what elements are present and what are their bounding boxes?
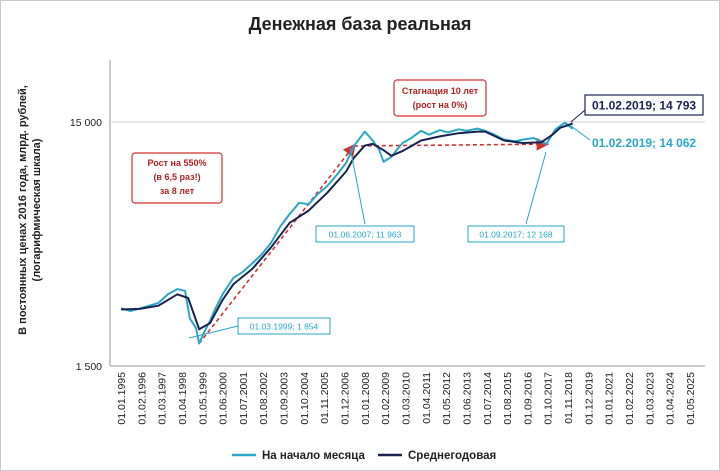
callout-2019-average-text: 01.02.2019; 14 793 xyxy=(592,99,696,113)
x-tick-label: 01.01.2008 xyxy=(360,372,372,425)
x-tick-label: 01.11.2018 xyxy=(563,372,575,424)
x-tick-label: 01.11.2005 xyxy=(319,372,331,424)
callout-2007-box xyxy=(315,225,415,243)
annotation-growth-line-2: (в 6,5 раз!) xyxy=(153,172,200,182)
x-tick-label: 01.01.2021 xyxy=(604,372,616,425)
x-tick-label: 01.04.2024 xyxy=(665,372,677,425)
annotation-growth-line-1: Рост на 550% xyxy=(147,158,206,168)
annotation-stagnation-box xyxy=(393,79,487,117)
x-tick-label: 01.03.2023 xyxy=(644,372,656,425)
y-tick-label: 15 000 xyxy=(70,117,102,129)
chart-title: Денежная база реальная xyxy=(249,14,472,34)
x-tick-label: 01.04.1998 xyxy=(177,372,189,425)
x-tick-label: 01.04.2011 xyxy=(421,372,433,424)
y-tick-label: 1 500 xyxy=(76,361,102,373)
callout-1999-leader xyxy=(188,325,239,339)
x-ticks: 01.01.1995 01.02.1996 01.03.1997 01.04.1998… xyxy=(116,372,697,425)
y-axis-label-line-1: В постоянных ценах 2016 года, млрд. рубл… xyxy=(17,85,29,335)
x-tick-label: 01.07.2001 xyxy=(238,372,250,425)
y-ticks: 1 500 15 000 xyxy=(70,117,102,373)
callout-2017-text: 01.09.2017; 12 168 xyxy=(479,230,553,240)
legend-label-monthly: На начало месяца xyxy=(262,450,365,462)
annotation-growth-line-3: за 8 лет xyxy=(160,186,195,196)
y-axis-label-group: В постоянных ценах 2016 года, млрд. рубл… xyxy=(17,85,43,335)
x-tick-label: 01.12.2006 xyxy=(340,372,352,425)
x-tick-label: 01.02.1996 xyxy=(136,372,148,425)
x-tick-label: 01.08.2002 xyxy=(258,372,270,425)
callout-2007-leader xyxy=(349,146,366,225)
annotation-stagnation-line-2: (рост на 0%) xyxy=(413,100,468,110)
annotation-stagnation-line-1: Стагнация 10 лет xyxy=(402,86,479,96)
callout-1999-box xyxy=(237,317,331,335)
callout-2019-monthly-leader xyxy=(570,125,591,141)
callout-2019-average-box xyxy=(584,94,704,116)
callout-2007: 01.06.2007; 11 963 xyxy=(315,146,415,243)
callout-2019-average-leader xyxy=(570,109,586,123)
annotation-growth: Рост на 550% (в 6,5 раз!) за 8 лет xyxy=(131,152,223,204)
x-tick-label: 01.10.2004 xyxy=(299,372,311,425)
callout-2019-monthly: 01.02.2019; 14 062 xyxy=(570,125,696,150)
x-tick-label: 01.02.2022 xyxy=(624,372,636,425)
x-tick-label: 01.02.2009 xyxy=(380,372,392,425)
callout-2019-monthly-text: 01.02.2019; 14 062 xyxy=(592,136,696,150)
callout-2017: 01.09.2017; 12 168 xyxy=(467,151,565,243)
x-tick-label: 01.09.2016 xyxy=(522,372,534,425)
legend: На начало месяца Среднегодовая xyxy=(232,450,496,462)
callout-1999: 01.03.1999; 1 854 xyxy=(188,317,331,339)
callout-2019-average: 01.02.2019; 14 793 xyxy=(570,94,704,123)
x-tick-label: 01.09.2003 xyxy=(279,372,291,425)
x-tick-label: 01.06.2000 xyxy=(218,372,230,425)
callout-2017-leader xyxy=(525,151,547,225)
annotation-growth-box xyxy=(131,152,223,204)
x-tick-label: 01.12.2019 xyxy=(583,372,595,425)
callout-1999-text: 01.03.1999; 1 854 xyxy=(250,322,319,332)
x-tick-label: 01.07.2014 xyxy=(482,372,494,425)
x-tick-label: 01.10.2017 xyxy=(543,372,555,425)
annotation-stagnation: Стагнация 10 лет (рост на 0%) xyxy=(393,79,487,117)
x-tick-label: 01.03.1997 xyxy=(157,372,169,425)
x-tick-label: 01.05.2012 xyxy=(441,372,453,425)
x-tick-label: 01.05.1999 xyxy=(197,372,209,425)
x-tick-label: 01.06.2013 xyxy=(461,372,473,425)
callout-2007-text: 01.06.2007; 11 963 xyxy=(329,230,402,240)
x-tick-label: 01.01.1995 xyxy=(116,372,128,425)
x-tick-label: 01.03.2010 xyxy=(400,372,412,425)
series-line-annual-average xyxy=(120,122,574,331)
y-axis-label-line-2: (логарифмическая шкала) xyxy=(31,138,43,281)
legend-label-annual-average: Среднегодовая xyxy=(408,450,496,462)
callout-2017-box xyxy=(467,225,565,243)
x-tick-label: 01.08.2015 xyxy=(502,372,514,425)
x-tick-label: 01.05.2025 xyxy=(685,372,697,425)
